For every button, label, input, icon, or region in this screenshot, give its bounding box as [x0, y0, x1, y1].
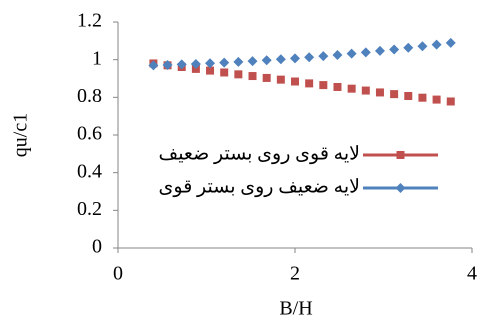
point	[375, 88, 384, 97]
x-tick-label: 2	[290, 263, 300, 285]
point	[390, 90, 399, 99]
point	[190, 58, 201, 69]
point	[206, 66, 215, 75]
point	[275, 54, 286, 65]
point	[248, 72, 257, 81]
point	[305, 79, 314, 88]
point	[432, 95, 441, 104]
y-tick-label: 1	[92, 47, 102, 69]
point	[360, 47, 371, 58]
point	[291, 77, 299, 86]
point	[276, 75, 285, 84]
point	[319, 81, 328, 90]
legend-label: لایه ضعیف روی بستر قوی	[159, 176, 360, 197]
point	[176, 59, 187, 70]
legend-label: لایه قوی روی بستر ضعیف	[159, 143, 360, 164]
point	[205, 58, 216, 69]
point	[220, 68, 229, 77]
point	[404, 92, 413, 101]
point	[247, 56, 258, 67]
point	[417, 41, 428, 52]
point	[148, 60, 159, 71]
y-tick-label: 0.8	[77, 85, 102, 107]
point	[403, 42, 414, 53]
point	[445, 37, 456, 48]
point	[219, 57, 230, 68]
point	[333, 82, 342, 91]
x-tick-label: 0	[113, 263, 123, 285]
point	[374, 45, 385, 56]
y-tick-label: 0.2	[77, 198, 102, 220]
y-tick-label: 0	[92, 236, 102, 258]
legend-marker	[396, 151, 405, 159]
point	[162, 59, 173, 70]
y-tick-label: 1.2	[77, 10, 102, 32]
point	[233, 56, 244, 67]
point	[347, 84, 356, 93]
point	[346, 48, 357, 59]
point	[418, 93, 427, 102]
point	[234, 70, 243, 79]
y-axis-label: qu/c1	[10, 113, 32, 157]
x-axis-label: B/H	[279, 298, 312, 320]
point	[262, 73, 271, 82]
point	[389, 44, 400, 55]
point	[332, 49, 343, 60]
point	[318, 51, 329, 62]
point	[290, 53, 300, 64]
point	[446, 97, 455, 106]
x-tick-label: 4	[467, 263, 477, 285]
legend-marker	[395, 183, 406, 193]
point	[361, 86, 370, 95]
point	[304, 52, 315, 63]
y-tick-label: 0.6	[77, 123, 102, 145]
point	[431, 39, 442, 50]
point	[261, 55, 272, 66]
y-tick-label: 0.4	[77, 160, 102, 182]
